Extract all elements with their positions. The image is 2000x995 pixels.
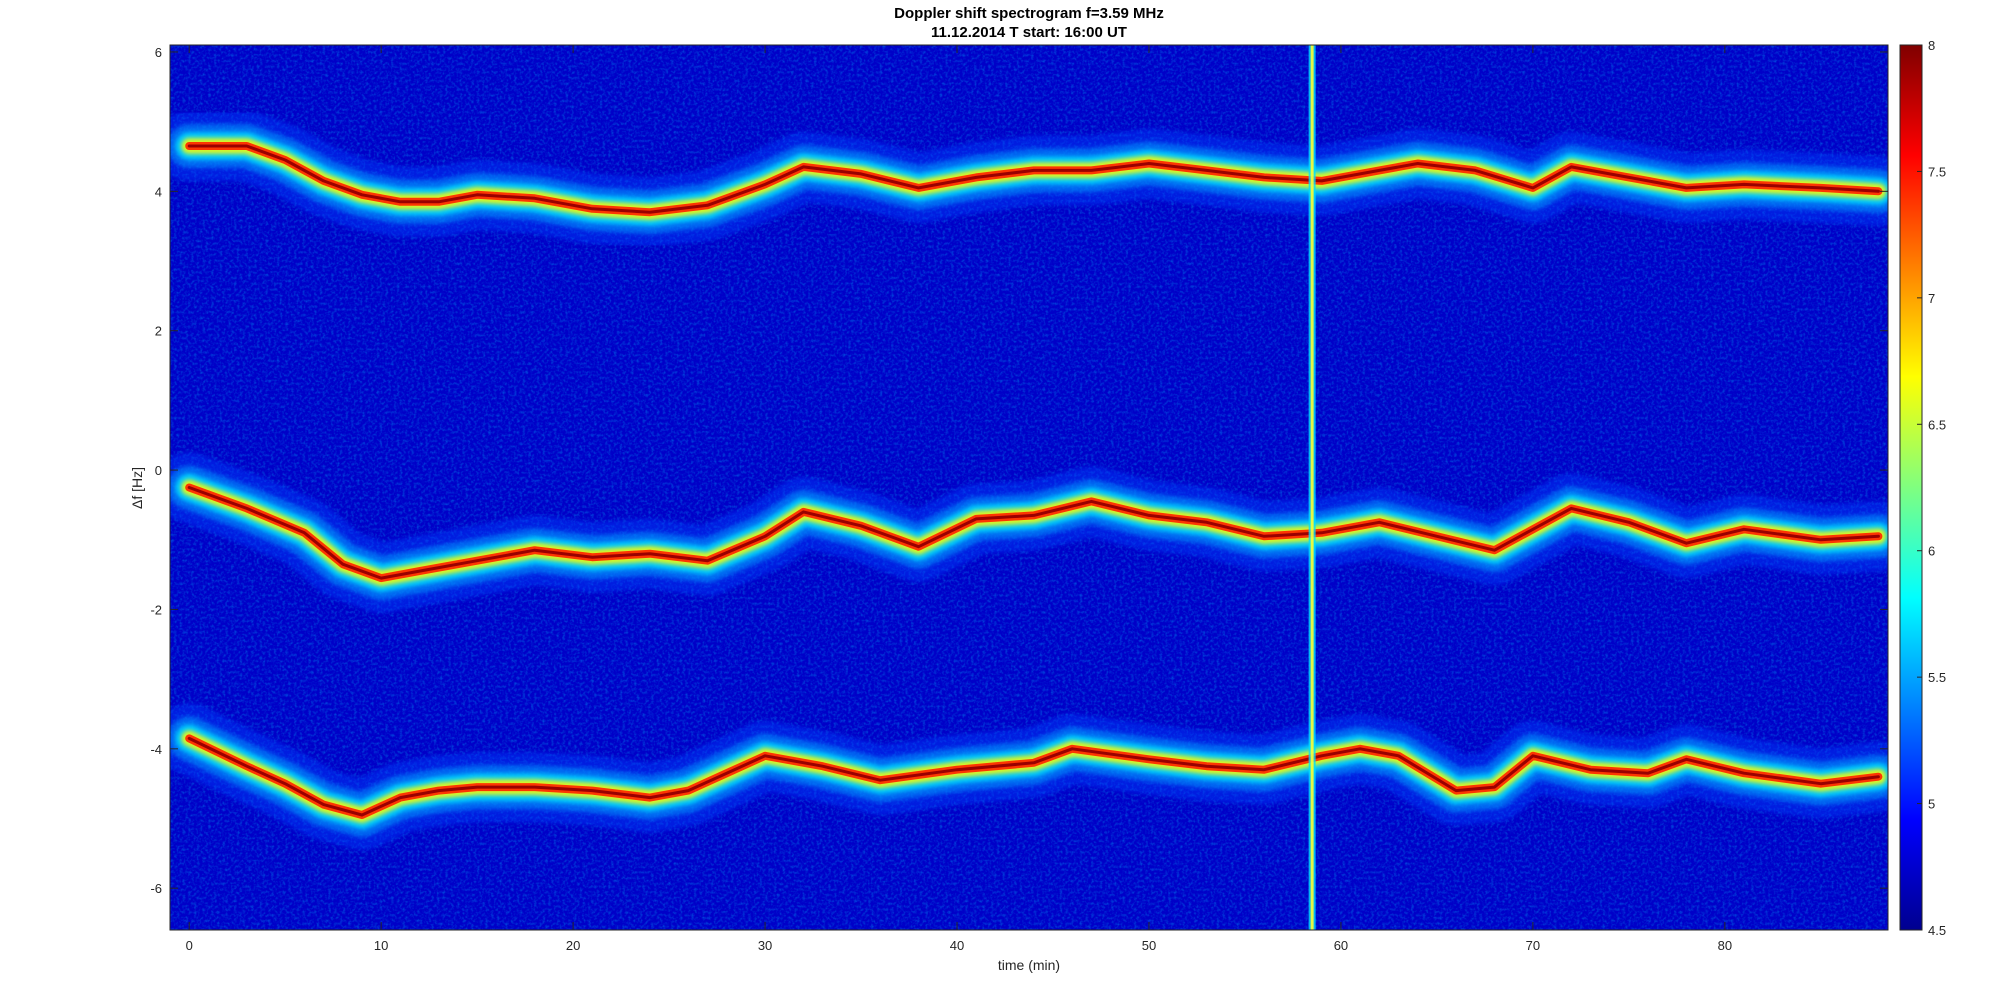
y-tick-label: 2 <box>155 324 162 339</box>
y-tick-label: 0 <box>155 463 162 478</box>
plot-frame <box>169 44 1889 931</box>
x-tick-label: 40 <box>950 938 964 953</box>
band-0-layer-5 <box>187 144 1880 214</box>
colorbar-tick-label: 5 <box>1928 797 1935 812</box>
colorbar-tick-label: 5.5 <box>1928 670 1946 685</box>
x-tick-label: 60 <box>1334 938 1348 953</box>
y-axis-label: Δf [Hz] <box>129 467 145 509</box>
colorbar: 4.5 5 5.5 6 6.5 7 7.5 8 <box>1899 38 1946 938</box>
x-tick-label: 20 <box>566 938 580 953</box>
colorbar-tick-label: 7 <box>1928 291 1935 306</box>
band-1-layer-5 <box>187 486 1880 580</box>
y-tick-label: 4 <box>155 184 162 199</box>
x-axis-ticks: 0 10 20 30 40 50 60 70 80 <box>186 45 1732 953</box>
colorbar-tick-label: 6.5 <box>1928 417 1946 432</box>
x-tick-label: 50 <box>1142 938 1156 953</box>
x-tick-label: 10 <box>374 938 388 953</box>
colorbar-tick-label: 7.5 <box>1928 164 1946 179</box>
colorbar-ticks: 4.5 5 5.5 6 6.5 7 7.5 8 <box>1917 38 1946 938</box>
colorbar-tick-label: 8 <box>1928 38 1935 53</box>
colorbar-tick-label: 4.5 <box>1928 923 1946 938</box>
y-tick-label: -2 <box>150 602 162 617</box>
x-tick-label: 80 <box>1718 938 1732 953</box>
x-tick-label: 0 <box>186 938 193 953</box>
colorbar-tick-label: 6 <box>1928 544 1935 559</box>
colorbar-gradient <box>1899 44 1923 931</box>
y-tick-label: -6 <box>150 881 162 896</box>
y-tick-label: 6 <box>155 45 162 60</box>
y-tick-label: -4 <box>150 742 162 757</box>
x-tick-label: 30 <box>758 938 772 953</box>
y-axis-ticks: -6 -4 -2 0 2 4 6 <box>150 45 1888 896</box>
x-axis-label: time (min) <box>998 957 1060 973</box>
signal-bands <box>170 111 1888 850</box>
chart-title: Doppler shift spectrogram f=3.59 MHz <box>894 5 1164 22</box>
band-2-layer-5 <box>187 736 1880 817</box>
chart-subtitle: 11.12.2014 T start: 16:00 UT <box>931 24 1127 41</box>
x-tick-label: 70 <box>1526 938 1540 953</box>
plot-area <box>169 44 1889 931</box>
